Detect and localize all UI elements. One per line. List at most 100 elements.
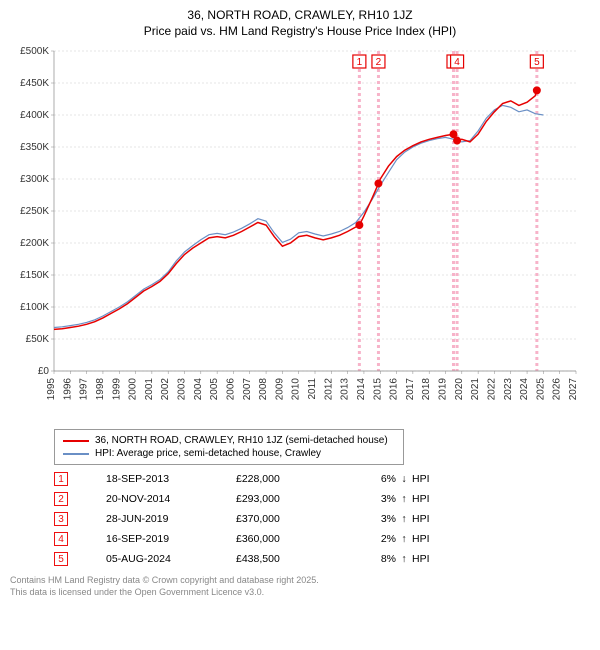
row-marker: 1 [54, 472, 68, 486]
row-date: 05-AUG-2024 [106, 553, 236, 565]
row-marker: 4 [54, 532, 68, 546]
row-arrow-icon: ↑ [396, 513, 412, 525]
svg-text:2017: 2017 [405, 378, 416, 401]
row-pct: 2% [346, 533, 396, 545]
svg-text:1996: 1996 [62, 378, 73, 401]
row-price: £370,000 [236, 513, 346, 525]
row-marker: 5 [54, 552, 68, 566]
svg-text:2007: 2007 [242, 378, 253, 401]
row-date: 16-SEP-2019 [106, 533, 236, 545]
svg-text:2022: 2022 [486, 378, 497, 401]
footer-line1: Contains HM Land Registry data © Crown c… [10, 575, 590, 587]
svg-text:£200K: £200K [20, 238, 49, 249]
svg-text:£100K: £100K [20, 302, 49, 313]
legend-swatch [63, 440, 89, 442]
svg-text:2018: 2018 [421, 378, 432, 401]
svg-text:2009: 2009 [274, 378, 285, 401]
svg-text:2010: 2010 [291, 378, 302, 401]
row-price: £360,000 [236, 533, 346, 545]
row-pct: 3% [346, 513, 396, 525]
svg-text:2014: 2014 [356, 378, 367, 401]
line-chart: £0 £50K £100K £150K £200K £250K £300K £350K £400… [10, 43, 590, 423]
svg-text:2003: 2003 [177, 378, 188, 401]
svg-text:1999: 1999 [111, 378, 122, 401]
svg-text:2005: 2005 [209, 378, 220, 401]
row-hpi-tag: HPI [412, 553, 452, 565]
row-arrow-icon: ↑ [396, 553, 412, 565]
svg-text:1995: 1995 [46, 378, 57, 401]
transaction-table: 118-SEP-2013£228,0006%↓HPI220-NOV-2014£2… [54, 469, 590, 569]
svg-text:2013: 2013 [340, 378, 351, 401]
svg-text:2023: 2023 [503, 378, 514, 401]
svg-text:5: 5 [534, 57, 540, 68]
row-arrow-icon: ↓ [396, 473, 412, 485]
table-row: 5 05-AUG-2024£438,5008%↑HPI [54, 549, 590, 569]
legend-label: HPI: Average price, semi-detached house,… [95, 448, 321, 459]
table-row: 3 28-JUN-2019£370,0003%↑HPI [54, 509, 590, 529]
svg-text:2015: 2015 [372, 378, 383, 401]
svg-text:£500K: £500K [20, 46, 49, 57]
svg-text:4: 4 [454, 57, 460, 68]
svg-text:£0: £0 [38, 366, 50, 377]
svg-text:2019: 2019 [438, 378, 449, 401]
svg-text:2016: 2016 [389, 378, 400, 401]
row-pct: 3% [346, 493, 396, 505]
svg-text:2002: 2002 [160, 378, 171, 401]
row-price: £438,500 [236, 553, 346, 565]
table-row: 1 18-SEP-2013£228,0006%↓HPI [54, 469, 590, 489]
footer-line2: This data is licensed under the Open Gov… [10, 587, 590, 599]
svg-text:£300K: £300K [20, 174, 49, 185]
row-arrow-icon: ↑ [396, 533, 412, 545]
title-subtitle: Price paid vs. HM Land Registry's House … [10, 24, 590, 40]
row-hpi-tag: HPI [412, 473, 452, 485]
legend-row: HPI: Average price, semi-detached house,… [63, 447, 395, 460]
svg-text:2006: 2006 [225, 378, 236, 401]
row-hpi-tag: HPI [412, 513, 452, 525]
svg-text:2000: 2000 [128, 378, 139, 401]
legend: 36, NORTH ROAD, CRAWLEY, RH10 1JZ (semi-… [54, 429, 404, 465]
svg-text:£250K: £250K [20, 206, 49, 217]
svg-text:£150K: £150K [20, 270, 49, 281]
row-date: 20-NOV-2014 [106, 493, 236, 505]
chart-area: £0 £50K £100K £150K £200K £250K £300K £350K £400… [10, 43, 590, 423]
svg-text:2: 2 [376, 57, 382, 68]
legend-swatch [63, 453, 89, 455]
legend-row: 36, NORTH ROAD, CRAWLEY, RH10 1JZ (semi-… [63, 434, 395, 447]
row-price: £293,000 [236, 493, 346, 505]
row-date: 28-JUN-2019 [106, 513, 236, 525]
row-pct: 6% [346, 473, 396, 485]
figure-container: 36, NORTH ROAD, CRAWLEY, RH10 1JZ Price … [0, 0, 600, 603]
legend-label: 36, NORTH ROAD, CRAWLEY, RH10 1JZ (semi-… [95, 435, 388, 446]
row-hpi-tag: HPI [412, 493, 452, 505]
svg-text:2001: 2001 [144, 378, 155, 401]
svg-text:2020: 2020 [454, 378, 465, 401]
svg-text:£350K: £350K [20, 142, 49, 153]
svg-text:2025: 2025 [535, 378, 546, 401]
svg-text:2012: 2012 [323, 378, 334, 401]
svg-text:1998: 1998 [95, 378, 106, 401]
title-block: 36, NORTH ROAD, CRAWLEY, RH10 1JZ Price … [10, 8, 590, 39]
title-address: 36, NORTH ROAD, CRAWLEY, RH10 1JZ [10, 8, 590, 24]
row-date: 18-SEP-2013 [106, 473, 236, 485]
table-row: 4 16-SEP-2019£360,0002%↑HPI [54, 529, 590, 549]
row-marker: 3 [54, 512, 68, 526]
svg-text:£400K: £400K [20, 110, 49, 121]
table-row: 2 20-NOV-2014£293,0003%↑HPI [54, 489, 590, 509]
svg-text:2026: 2026 [552, 378, 563, 401]
svg-text:2027: 2027 [568, 378, 579, 401]
row-pct: 8% [346, 553, 396, 565]
svg-text:2011: 2011 [307, 378, 318, 400]
svg-text:1997: 1997 [79, 378, 90, 401]
svg-text:1: 1 [357, 57, 363, 68]
svg-text:2004: 2004 [193, 378, 204, 401]
svg-text:£50K: £50K [26, 334, 50, 345]
svg-text:2024: 2024 [519, 378, 530, 401]
row-arrow-icon: ↑ [396, 493, 412, 505]
row-marker: 2 [54, 492, 68, 506]
footer-attribution: Contains HM Land Registry data © Crown c… [10, 575, 590, 598]
row-price: £228,000 [236, 473, 346, 485]
svg-text:£450K: £450K [20, 78, 49, 89]
svg-text:2008: 2008 [258, 378, 269, 401]
row-hpi-tag: HPI [412, 533, 452, 545]
svg-text:2021: 2021 [470, 378, 481, 401]
